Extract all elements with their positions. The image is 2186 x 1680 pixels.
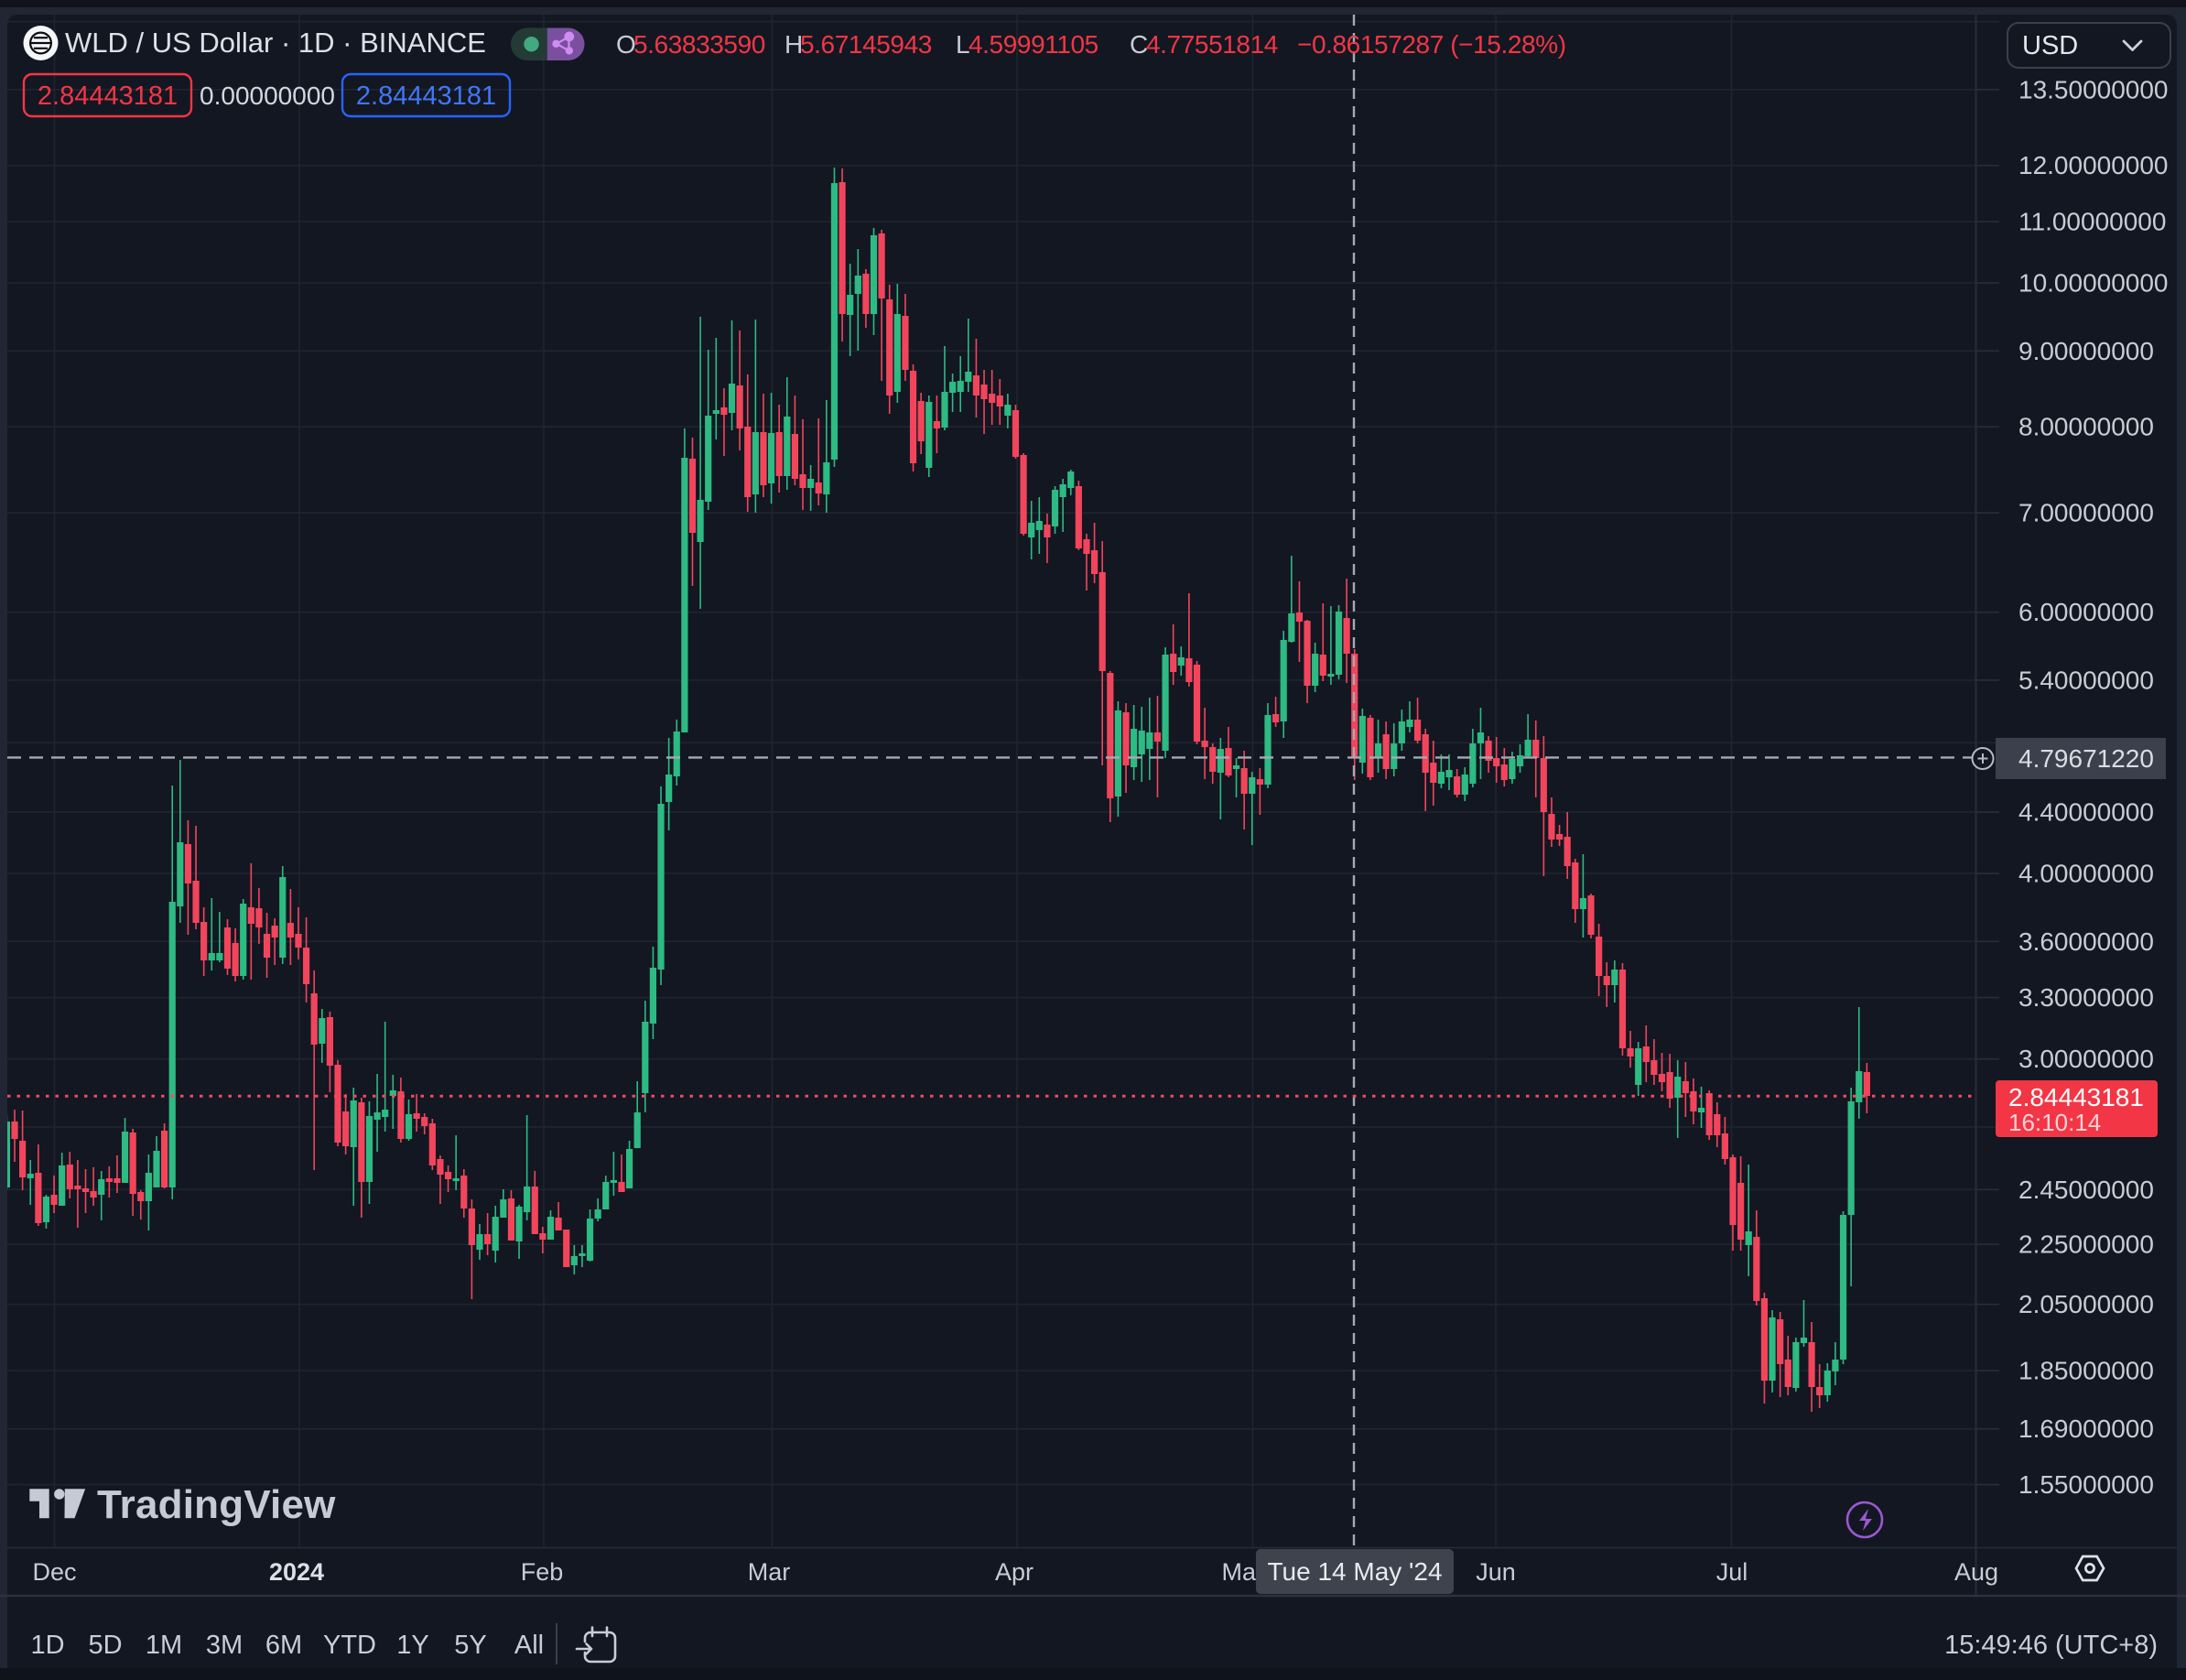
svg-text:4.40000000: 4.40000000: [2018, 798, 2154, 827]
svg-text:USD: USD: [2022, 31, 2078, 60]
svg-text:11.00000000: 11.00000000: [2018, 208, 2166, 236]
svg-text:2.84443181: 2.84443181: [356, 81, 496, 111]
svg-text:C: C: [1130, 30, 1148, 59]
svg-text:Tue 14 May '24: Tue 14 May '24: [1267, 1557, 1442, 1586]
svg-text:Apr: Apr: [995, 1558, 1033, 1586]
svg-text:Aug: Aug: [1954, 1558, 1998, 1586]
svg-text:3M: 3M: [206, 1631, 243, 1660]
svg-text:12.00000000: 12.00000000: [2018, 151, 2169, 179]
svg-text:1.85000000: 1.85000000: [2018, 1357, 2154, 1385]
svg-text:1.69000000: 1.69000000: [2018, 1414, 2154, 1443]
svg-text:H: H: [785, 30, 803, 59]
svg-text:3.30000000: 3.30000000: [2018, 983, 2154, 1012]
svg-text:YTD: YTD: [323, 1631, 376, 1660]
svg-text:1D: 1D: [30, 1631, 64, 1660]
svg-text:All: All: [514, 1631, 544, 1660]
svg-text:5.67145943: 5.67145943: [800, 30, 932, 59]
svg-text:O: O: [616, 30, 636, 59]
svg-text:Jun: Jun: [1476, 1558, 1516, 1586]
svg-text:5D: 5D: [88, 1631, 122, 1660]
svg-text:WLD / US Dollar · 1D · BINANCE: WLD / US Dollar · 1D · BINANCE: [65, 27, 486, 59]
svg-text:Feb: Feb: [521, 1558, 564, 1586]
svg-text:8.00000000: 8.00000000: [2018, 413, 2154, 441]
svg-text:1.55000000: 1.55000000: [2018, 1470, 2154, 1499]
svg-text:0.00000000: 0.00000000: [200, 81, 335, 110]
svg-text:−0.86157287 (−15.28%): −0.86157287 (−15.28%): [1297, 30, 1566, 59]
svg-text:4.59991105: 4.59991105: [969, 30, 1098, 59]
svg-text:Mar: Mar: [748, 1558, 791, 1586]
svg-text:2.05000000: 2.05000000: [2018, 1290, 2154, 1318]
svg-text:TradingView: TradingView: [97, 1482, 336, 1527]
svg-text:2.25000000: 2.25000000: [2018, 1230, 2154, 1259]
svg-text:13.50000000: 13.50000000: [2018, 75, 2169, 103]
svg-text:3.00000000: 3.00000000: [2018, 1045, 2154, 1073]
svg-text:4.00000000: 4.00000000: [2018, 860, 2154, 888]
svg-text:10.00000000: 10.00000000: [2018, 269, 2169, 298]
svg-text:Dec: Dec: [32, 1558, 76, 1586]
svg-text:6.00000000: 6.00000000: [2018, 598, 2154, 626]
svg-text:L: L: [956, 30, 970, 59]
svg-text:9.00000000: 9.00000000: [2018, 337, 2154, 365]
svg-text:15:49:46 (UTC+8): 15:49:46 (UTC+8): [1944, 1631, 2158, 1660]
svg-text:2.84443181: 2.84443181: [2008, 1083, 2144, 1111]
svg-text:16:10:14: 16:10:14: [2008, 1109, 2101, 1136]
svg-text:4.79671220: 4.79671220: [2018, 744, 2154, 773]
svg-text:1M: 1M: [146, 1631, 182, 1660]
svg-text:2024: 2024: [269, 1558, 324, 1586]
svg-text:5.40000000: 5.40000000: [2018, 666, 2154, 694]
svg-text:2.84443181: 2.84443181: [38, 81, 178, 111]
svg-text:6M: 6M: [265, 1631, 302, 1660]
svg-text:1Y: 1Y: [396, 1631, 428, 1660]
svg-text:3.60000000: 3.60000000: [2018, 927, 2154, 956]
svg-text:5.63833590: 5.63833590: [633, 30, 765, 59]
svg-text:5Y: 5Y: [454, 1631, 486, 1660]
svg-text:Jul: Jul: [1716, 1558, 1748, 1586]
svg-text:7.00000000: 7.00000000: [2018, 499, 2154, 527]
svg-text:2.45000000: 2.45000000: [2018, 1176, 2154, 1204]
svg-text:4.77551814: 4.77551814: [1146, 30, 1278, 59]
